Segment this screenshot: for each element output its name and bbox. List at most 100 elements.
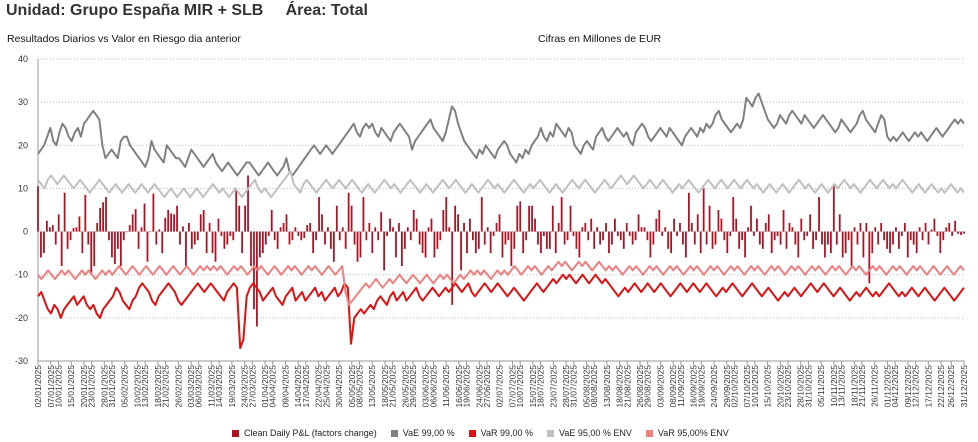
x-tick-label: 04/04/2025 <box>268 365 278 408</box>
pnl-bar <box>149 231 152 233</box>
pnl-bar <box>389 218 391 232</box>
pnl-bar <box>809 214 812 232</box>
y-tick-label: 30 <box>18 97 28 107</box>
pnl-bar <box>584 222 587 232</box>
x-tick-label: 13/11/2025 <box>837 365 847 407</box>
pnl-bar <box>504 231 507 245</box>
pnl-bar <box>338 231 341 241</box>
pnl-bar <box>859 222 862 232</box>
x-tick-label: 03/06/2025 <box>421 365 431 408</box>
pnl-bar <box>40 231 42 258</box>
pnl-bar <box>862 231 865 258</box>
pnl-bar <box>315 231 317 241</box>
pnl-bar <box>616 231 619 236</box>
pnl-bar <box>392 227 394 232</box>
x-tick-label: 13/08/2025 <box>602 365 612 408</box>
x-tick-label: 24/09/2025 <box>709 365 719 408</box>
pnl-bar <box>474 231 477 254</box>
pnl-bar <box>406 227 409 232</box>
x-tick-label: 18/11/2025 <box>849 365 859 407</box>
pnl-bar <box>158 229 161 232</box>
legend-swatch <box>390 429 398 437</box>
pnl-bar <box>303 231 306 239</box>
pnl-bar <box>380 212 383 232</box>
pnl-bar <box>528 205 530 232</box>
legend-label: Clean Daily P&L (factors change) <box>244 428 377 438</box>
x-tick-label: 18/07/2025 <box>536 365 546 408</box>
pnl-bar <box>714 231 717 245</box>
pnl-bar <box>451 231 454 305</box>
x-tick-label: 15/01/2025 <box>66 365 76 408</box>
pnl-bar <box>279 227 282 232</box>
pnl-bar <box>57 214 60 232</box>
pnl-bar <box>114 231 116 264</box>
pnl-bar <box>116 231 119 249</box>
pnl-bar <box>270 210 273 232</box>
legend-item[interactable]: VaR 99,00 % <box>468 428 533 438</box>
pnl-bar <box>445 197 448 232</box>
pnl-bar <box>433 231 436 258</box>
pnl-bar <box>324 231 326 245</box>
pnl-bar <box>45 220 48 232</box>
legend-item[interactable]: VaE 99,00 % <box>390 428 455 438</box>
x-tick-label: 17/12/2025 <box>923 365 933 408</box>
pnl-bar <box>551 205 554 232</box>
y-tick-label: 0 <box>23 227 28 237</box>
pnl-bar <box>96 222 99 232</box>
pnl-bar <box>835 231 838 245</box>
x-tick-label: 01/12/2025 <box>882 365 892 408</box>
pnl-bar <box>838 214 841 232</box>
x-tick-label: 19/06/2025 <box>462 365 472 408</box>
pnl-bar <box>258 231 261 258</box>
pnl-bar <box>853 227 856 232</box>
x-tick-label: 24/06/2025 <box>474 365 484 408</box>
pnl-bar <box>469 218 471 232</box>
pnl-bar <box>605 222 607 232</box>
pnl-bar <box>957 231 959 234</box>
pnl-bar <box>871 231 874 254</box>
pnl-bar <box>948 222 951 232</box>
pnl-bar <box>900 231 903 236</box>
pnl-bar <box>187 222 190 232</box>
pnl-bar <box>655 218 658 232</box>
legend-item[interactable]: VaR 95,00% ENV <box>645 428 729 438</box>
pnl-bar <box>463 222 465 232</box>
x-tick-label: 08/09/2025 <box>668 365 678 408</box>
pnl-bar <box>753 231 755 236</box>
pnl-bar <box>945 227 948 232</box>
pnl-bar <box>108 231 110 241</box>
pnl-bar <box>614 218 616 232</box>
pnl-bar <box>554 231 557 254</box>
pnl-bar <box>264 231 267 245</box>
pnl-bar <box>483 231 486 245</box>
x-tick-label: 31/07/2025 <box>569 365 579 408</box>
legend-label: VaR 95,00% ENV <box>657 428 729 438</box>
pnl-bar <box>398 222 400 232</box>
x-tick-label: 17/04/2025 <box>301 365 311 408</box>
pnl-bar <box>309 222 312 232</box>
pnl-bar <box>921 231 924 241</box>
pnl-bar <box>300 231 303 241</box>
x-tick-label: 18/02/2025 <box>153 365 163 408</box>
pnl-bar <box>611 231 613 245</box>
pnl-bar <box>60 231 63 267</box>
x-tick-label: 18/08/2025 <box>615 365 625 408</box>
pnl-bar <box>702 188 705 232</box>
pnl-bar <box>800 218 803 232</box>
pnl-bar <box>374 227 377 232</box>
x-tick-label: 02/10/2025 <box>729 365 739 408</box>
pnl-bar <box>622 231 625 249</box>
pnl-bar <box>560 197 563 232</box>
pnl-bar <box>365 231 368 241</box>
pnl-bar <box>537 231 539 245</box>
legend-item[interactable]: VaE 95,00 % ENV <box>546 428 632 438</box>
pnl-bar <box>395 231 397 258</box>
x-tick-label: 22/12/2025 <box>936 365 946 408</box>
x-tick-label: 06/06/2025 <box>428 365 438 408</box>
pnl-bar <box>170 213 173 232</box>
x-tick-label: 27/03/2025 <box>247 365 257 408</box>
legend-swatch <box>645 429 653 437</box>
legend-item[interactable]: Clean Daily P&L (factors change) <box>232 428 377 438</box>
pnl-bar <box>66 231 69 249</box>
series-line-vae-95-00-env <box>37 170 965 199</box>
